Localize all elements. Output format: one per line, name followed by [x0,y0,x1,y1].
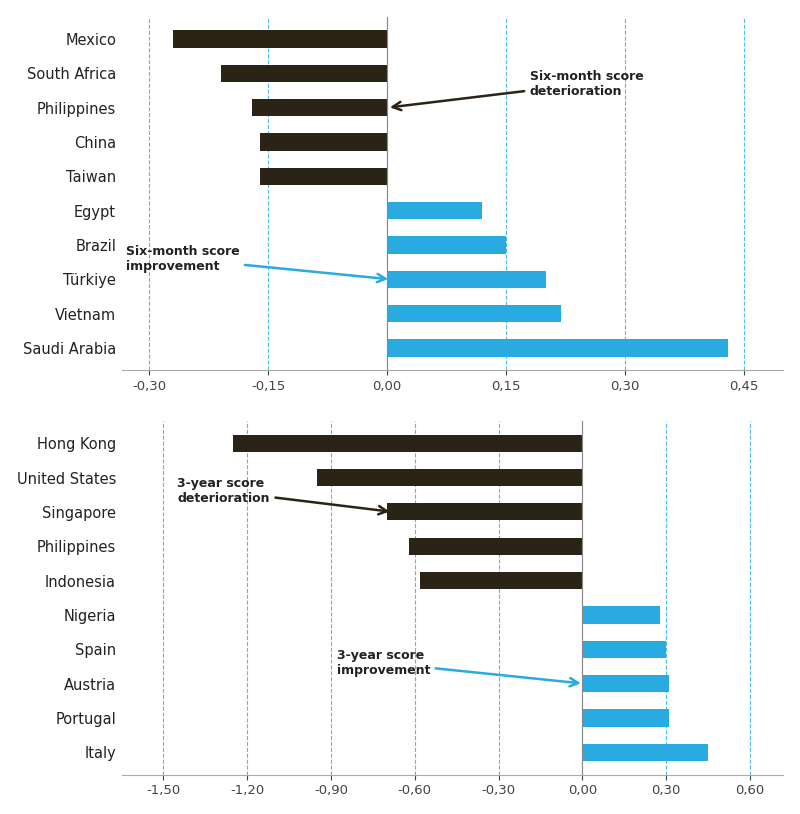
Bar [420,572,582,589]
Bar [234,435,582,452]
Bar [387,202,482,219]
Bar [173,30,387,47]
Bar [387,236,506,254]
Text: Six-month score
improvement: Six-month score improvement [126,245,386,282]
Bar [387,305,562,322]
Bar [260,133,387,151]
Bar [582,744,708,761]
Text: 3-year score
deterioration: 3-year score deterioration [178,477,387,514]
Bar [387,339,728,357]
Bar [221,65,387,82]
Bar [252,99,387,116]
Text: 3-year score
improvement: 3-year score improvement [337,649,578,686]
Bar [260,168,387,185]
Bar [582,675,669,692]
Bar [582,641,666,658]
Bar [409,538,582,555]
Bar [387,271,546,288]
Bar [387,503,582,520]
Text: Six-month score
deterioration: Six-month score deterioration [393,70,643,110]
Bar [582,709,669,727]
Bar [582,606,661,624]
Bar [317,469,582,486]
